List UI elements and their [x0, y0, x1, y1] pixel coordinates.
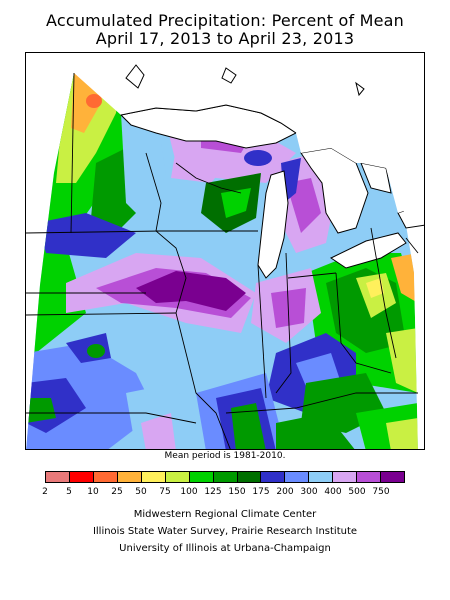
legend-swatch [46, 472, 70, 482]
legend-tick-label: 400 [324, 487, 342, 497]
legend-swatch [141, 472, 166, 482]
credit-university: University of Illinois at Urbana-Champai… [119, 543, 331, 554]
color-legend [45, 471, 405, 483]
map-date-range: April 17, 2013 to April 23, 2013 [95, 29, 355, 48]
map-title: Accumulated Precipitation: Percent of Me… [45, 11, 404, 30]
legend-tick-label: 200 [276, 487, 294, 497]
legend-swatch [237, 472, 262, 482]
legend-tick-label: 500 [348, 487, 366, 497]
great-lakes [119, 104, 424, 279]
legend-swatch [381, 472, 405, 482]
mean-period-note: Mean period is 1981-2010. [164, 451, 286, 461]
legend-swatch [69, 472, 94, 482]
legend-swatch [165, 472, 190, 482]
legend-tick-label: 50 [135, 487, 147, 497]
legend-tick-label: 10 [87, 487, 99, 497]
legend-tick-label: 25 [111, 487, 123, 497]
precipitation-map [25, 52, 425, 450]
legend-tick-label: 75 [159, 487, 171, 497]
legend-swatch [213, 472, 238, 482]
legend-tick-label: 175 [252, 487, 270, 497]
legend-swatch [189, 472, 214, 482]
state-borders [26, 72, 419, 449]
legend-swatch [93, 472, 118, 482]
legend-tick-label: 750 [372, 487, 390, 497]
legend-tick-label: 100 [180, 487, 198, 497]
legend-tick-label: 2 [42, 487, 48, 497]
legend-tick-label: 150 [228, 487, 246, 497]
legend-swatch [309, 472, 334, 482]
legend-tick-label: 125 [204, 487, 222, 497]
credit-survey: Illinois State Water Survey, Prairie Res… [92, 526, 358, 537]
legend-labels: 2 5 10 25 50 75 100 125 150 175 200 300 400 500 750 [42, 487, 405, 499]
legend-swatch [357, 472, 382, 482]
legend-swatch [117, 472, 142, 482]
legend-tick-label: 5 [66, 487, 72, 497]
credit-center: Midwestern Regional Climate Center [133, 509, 317, 520]
legend-swatch [333, 472, 358, 482]
legend-swatch [285, 472, 310, 482]
legend-swatch [261, 472, 286, 482]
legend-tick-label: 300 [300, 487, 318, 497]
